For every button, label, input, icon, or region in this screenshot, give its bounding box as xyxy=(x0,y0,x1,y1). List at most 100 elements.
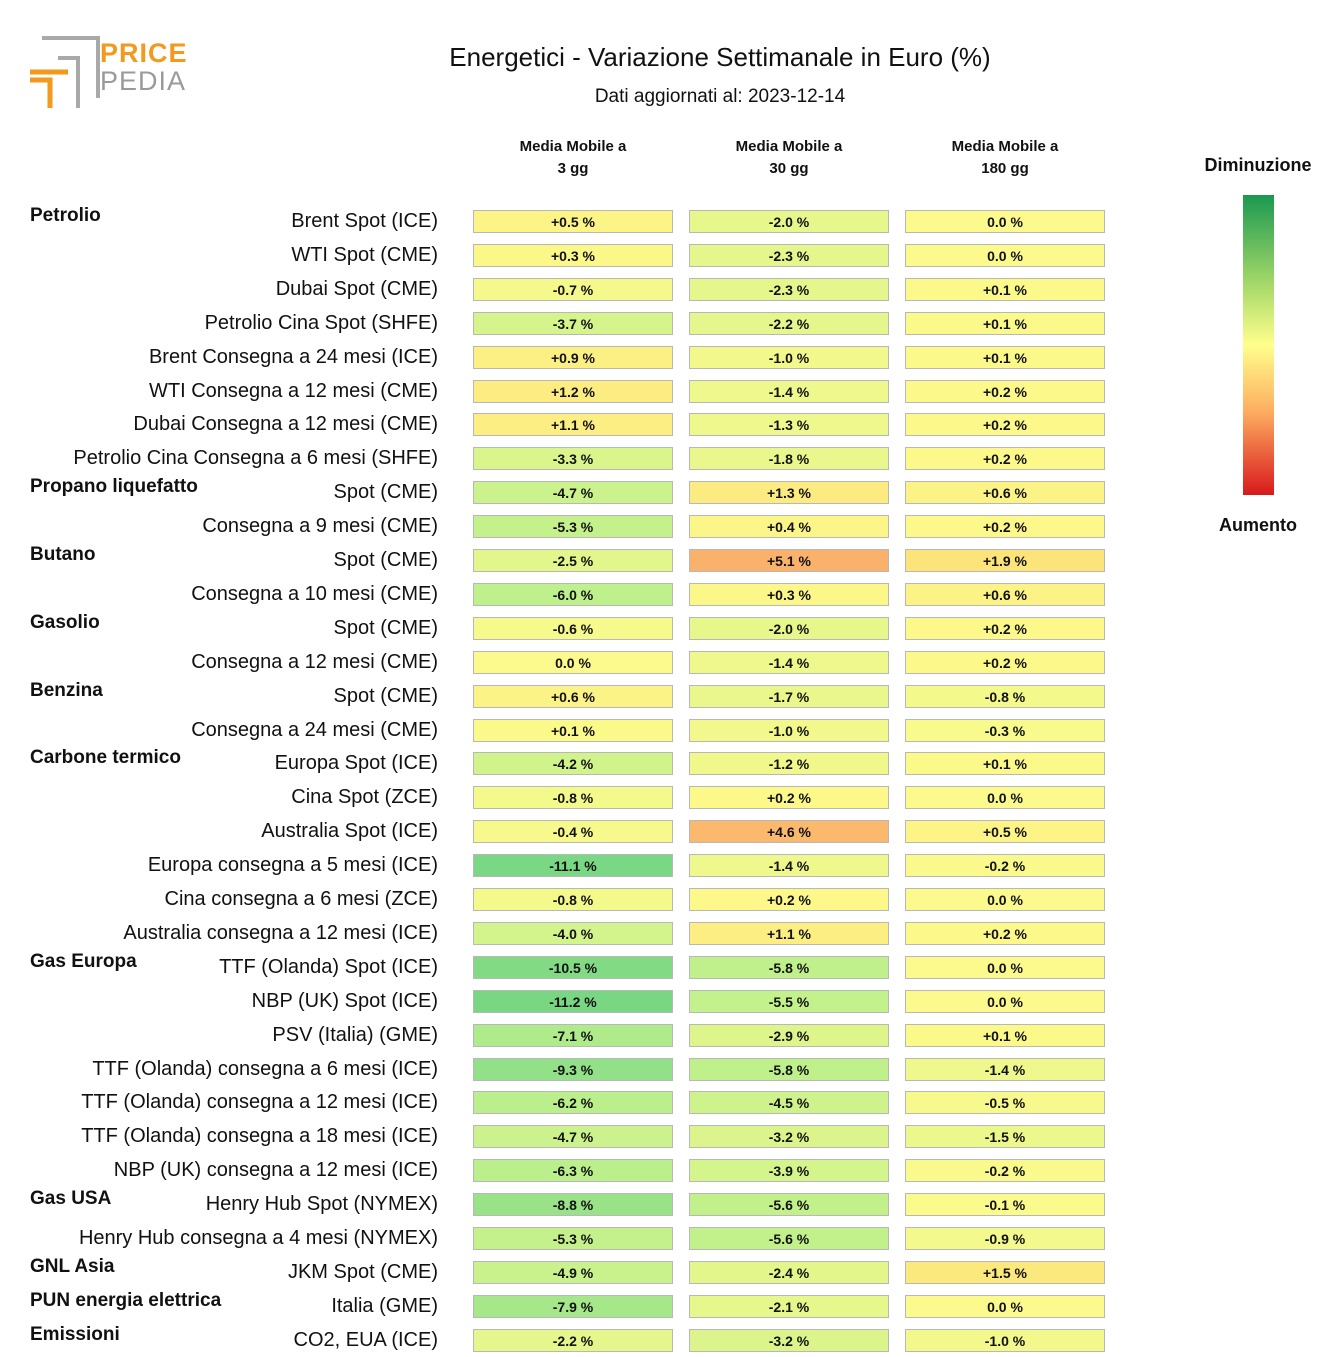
heatmap-cell: +0.5 % xyxy=(473,210,673,233)
row-label: TTF (Olanda) consegna a 18 mesi (ICE) xyxy=(81,1125,438,1148)
heatmap-cell: +0.4 % xyxy=(689,515,889,539)
heatmap-cell: -1.4 % xyxy=(905,1057,1105,1081)
heatmap-cell: -0.9 % xyxy=(905,1227,1105,1250)
heatmap-cell: -4.0 % xyxy=(473,921,673,945)
heatmap-cell: -6.2 % xyxy=(473,1091,673,1115)
heatmap-cell: 0.0 % xyxy=(905,243,1105,267)
logo-text-pedia: PEDIA xyxy=(100,66,187,96)
row-label: Spot (CME) xyxy=(333,481,438,504)
row-label: Consegna a 12 mesi (CME) xyxy=(191,650,438,673)
heatmap-cell: -1.7 % xyxy=(689,684,889,708)
heatmap-cell: -11.1 % xyxy=(473,854,673,878)
column-header-line: Media Mobile a xyxy=(519,138,627,155)
heatmap-cell: 0.0 % xyxy=(905,989,1105,1013)
heatmap-cell: -2.2 % xyxy=(689,311,889,335)
heatmap-cell: -11.2 % xyxy=(473,989,673,1013)
heatmap-cell: +0.2 % xyxy=(905,515,1105,539)
row-label: Europa consegna a 5 mesi (ICE) xyxy=(147,854,438,877)
row-label: Dubai Spot (CME) xyxy=(275,277,438,300)
heatmap-cell: -0.2 % xyxy=(905,1159,1105,1183)
heatmap-cell: -5.8 % xyxy=(689,955,889,979)
row-label: Petrolio Cina Consegna a 6 mesi (SHFE) xyxy=(73,447,438,470)
heatmap-cell: -0.5 % xyxy=(905,1091,1105,1115)
heatmap-cell: -1.4 % xyxy=(689,854,889,878)
heatmap-cell: +0.2 % xyxy=(905,413,1105,437)
heatmap-cell: -2.4 % xyxy=(689,1260,889,1284)
heatmap-cell: -1.5 % xyxy=(905,1125,1105,1149)
heatmap-cell: +0.2 % xyxy=(905,379,1105,403)
row-label: Cina Spot (ZCE) xyxy=(291,786,438,809)
logo-mark-icon xyxy=(30,36,100,108)
heatmap-cell: 0.0 % xyxy=(905,888,1105,911)
column-header-line: 3 gg xyxy=(557,160,589,177)
row-label: Dubai Consegna a 12 mesi (CME) xyxy=(133,413,438,436)
heatmap-cell: -0.6 % xyxy=(473,616,673,640)
heatmap-cell: +0.3 % xyxy=(689,582,889,606)
heatmap-cell: -1.4 % xyxy=(689,650,889,674)
row-label: Brent Spot (ICE) xyxy=(291,210,438,232)
heatmap-cell: -6.0 % xyxy=(473,582,673,606)
legend-label-increase: Aumento xyxy=(1219,515,1297,535)
chart-title: Energetici - Variazione Settimanale in E… xyxy=(449,42,991,72)
row-label: TTF (Olanda) Spot (ICE) xyxy=(219,955,438,978)
heatmap-cell: -5.6 % xyxy=(689,1193,889,1217)
row-label: PSV (Italia) (GME) xyxy=(272,1023,438,1046)
heatmap-cell: -3.9 % xyxy=(689,1159,889,1183)
heatmap-cell: -1.0 % xyxy=(905,1328,1105,1352)
heatmap-cell: -5.6 % xyxy=(689,1227,889,1250)
heatmap-cell: +0.1 % xyxy=(905,1023,1105,1047)
column-header-3gg: Media Mobile a 3 gg xyxy=(472,136,674,180)
heatmap-cell: +1.1 % xyxy=(689,921,889,945)
heatmap-cell: +0.6 % xyxy=(473,684,673,708)
column-header-line: 30 gg xyxy=(769,160,809,177)
heatmap-cell: -5.3 % xyxy=(473,1227,673,1250)
heatmap-cell: -1.2 % xyxy=(689,752,889,776)
heatmap-cell: -0.2 % xyxy=(905,854,1105,878)
heatmap-cell: -2.2 % xyxy=(473,1328,673,1352)
row-label: WTI Spot (CME) xyxy=(291,243,438,266)
heatmap-cell: -0.3 % xyxy=(905,718,1105,742)
row-label: TTF (Olanda) consegna a 6 mesi (ICE) xyxy=(92,1057,438,1080)
heatmap-cell: +0.6 % xyxy=(905,481,1105,505)
group-label: Butano xyxy=(30,544,96,565)
column-header-30gg: Media Mobile a 30 gg xyxy=(688,136,890,180)
heatmap-cell: +1.1 % xyxy=(473,413,673,437)
heatmap-cell: -3.2 % xyxy=(689,1328,889,1352)
heatmap-cell: +0.9 % xyxy=(473,345,673,369)
heatmap-cell: +0.1 % xyxy=(473,718,673,742)
heatmap-cell: -3.7 % xyxy=(473,311,673,335)
heatmap-cell: -2.9 % xyxy=(689,1023,889,1047)
heatmap-cell: -2.3 % xyxy=(689,243,889,267)
heatmap-cell: +0.3 % xyxy=(473,243,673,267)
heatmap-cell: -0.8 % xyxy=(473,786,673,810)
heatmap-cell: +1.9 % xyxy=(905,549,1105,572)
heatmap-cell: -0.4 % xyxy=(473,820,673,844)
legend-colorbar xyxy=(1243,195,1274,495)
row-label: Consegna a 10 mesi (CME) xyxy=(191,582,438,605)
heatmap-cell: -2.0 % xyxy=(689,210,889,233)
row-label: Henry Hub consegna a 4 mesi (NYMEX) xyxy=(78,1227,438,1249)
heatmap-cell: -9.3 % xyxy=(473,1057,673,1081)
heatmap-cell: -0.7 % xyxy=(473,277,673,301)
heatmap-cell: +5.1 % xyxy=(689,549,889,572)
heatmap-cell: +0.2 % xyxy=(905,921,1105,945)
row-label: Petrolio Cina Spot (SHFE) xyxy=(204,311,438,334)
heatmap-cell: -1.4 % xyxy=(689,379,889,403)
heatmap-cell: -0.8 % xyxy=(905,684,1105,708)
heatmap-cell: -4.7 % xyxy=(473,1125,673,1149)
heatmap-cell: 0.0 % xyxy=(905,210,1105,233)
heatmap-cell: +0.1 % xyxy=(905,277,1105,301)
row-label: Cina consegna a 6 mesi (ZCE) xyxy=(164,888,438,910)
heatmap-cell: -1.8 % xyxy=(689,447,889,471)
row-label: Australia Spot (ICE) xyxy=(261,820,438,843)
heatmap-cell: -10.5 % xyxy=(473,955,673,979)
heatmap-cell: -1.0 % xyxy=(689,345,889,369)
heatmap-cell: -5.5 % xyxy=(689,989,889,1013)
heatmap-cell: 0.0 % xyxy=(905,786,1105,810)
row-label: Spot (CME) xyxy=(333,616,438,639)
chart-subtitle: Dati aggiornati al: 2023-12-14 xyxy=(594,86,846,107)
row-label: JKM Spot (CME) xyxy=(287,1260,438,1283)
heatmap-cell: -4.9 % xyxy=(473,1260,673,1284)
heatmap-cell: -2.1 % xyxy=(689,1294,889,1318)
row-label: Henry Hub Spot (NYMEX) xyxy=(205,1193,438,1216)
